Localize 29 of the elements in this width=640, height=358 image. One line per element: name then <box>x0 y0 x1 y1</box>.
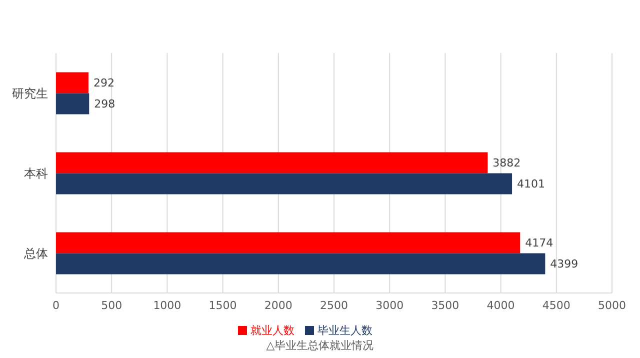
bar <box>56 152 488 174</box>
legend-label: 就业人数 <box>250 324 294 337</box>
y-tick-label: 研究生 <box>12 86 48 100</box>
x-tick-label: 1500 <box>208 298 237 312</box>
legend-label: 毕业生人数 <box>318 324 372 337</box>
bar <box>56 93 90 114</box>
y-tick-label: 本科 <box>24 166 48 180</box>
bar <box>56 253 546 274</box>
data-label: 3882 <box>492 156 521 170</box>
x-tick-label: 5000 <box>598 298 626 312</box>
bar <box>56 232 520 254</box>
x-tick-label: 2000 <box>264 298 292 312</box>
x-tick-label: 3000 <box>376 298 404 312</box>
x-tick-label: 2500 <box>320 298 348 312</box>
x-tick-label: 4000 <box>486 298 515 312</box>
data-label: 292 <box>93 76 114 90</box>
bar <box>56 173 512 194</box>
x-tick-label: 3500 <box>431 298 460 312</box>
text: △毕业生总体就业情况 <box>265 338 375 353</box>
data-label: 298 <box>94 98 116 111</box>
data-label: 4174 <box>525 236 554 250</box>
x-tick-label: 1000 <box>153 298 182 312</box>
x-tick-label: 500 <box>101 298 122 312</box>
data-label: 4101 <box>517 178 546 191</box>
y-tick-label: 总体 <box>23 246 48 260</box>
data-label: 4399 <box>550 258 578 271</box>
x-tick-label: 0 <box>52 298 60 312</box>
x-tick-label: 4500 <box>542 298 570 312</box>
bar <box>56 72 88 94</box>
